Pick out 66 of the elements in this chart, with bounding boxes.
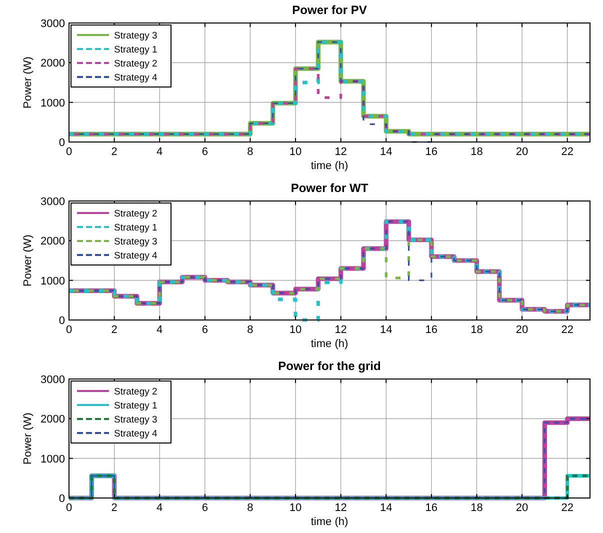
x-tick-label: 16 [425,502,438,514]
legend-label: Strategy 4 [114,428,158,440]
x-tick-label: 4 [156,502,163,514]
x-tick-label: 12 [334,324,347,336]
x-axis-title: time (h) [310,160,348,172]
x-tick-label: 20 [516,502,528,514]
y-tick-label: 1000 [40,275,65,288]
x-tick-label: 22 [561,146,574,158]
x-tick-label: 4 [156,146,163,158]
x-tick-label: 22 [561,502,574,514]
chart-title: Power for PV [292,3,367,17]
x-tick-label: 8 [247,324,254,336]
legend-label: Strategy 1 [114,44,158,56]
legend-label: Strategy 3 [114,236,158,248]
y-tick-label: 3000 [40,374,65,386]
x-tick-label: 18 [470,146,483,158]
legend-label: Strategy 1 [114,400,158,412]
y-tick-label: 2000 [40,58,65,70]
x-tick-label: 6 [202,324,208,336]
y-tick-label: 1000 [40,453,65,466]
legend-label: Strategy 4 [114,250,158,262]
y-tick-label: 0 [58,315,65,327]
x-tick-label: 18 [470,324,483,336]
y-tick-label: 3000 [40,196,65,208]
y-tick-label: 3000 [40,18,65,30]
x-tick-label: 22 [561,324,574,336]
x-tick-label: 20 [516,324,528,336]
x-tick-label: 18 [470,502,483,514]
x-tick-label: 6 [202,146,208,158]
x-tick-label: 2 [111,502,118,514]
y-tick-label: 0 [58,493,65,505]
legend-label: Strategy 1 [114,222,158,234]
x-tick-label: 20 [516,146,528,158]
x-tick-label: 16 [425,146,438,158]
x-tick-label: 14 [380,324,392,336]
chart-title: Power for the grid [278,359,381,373]
x-tick-label: 4 [156,324,163,336]
x-tick-label: 6 [202,502,208,514]
chart-title: Power for WT [290,181,369,195]
x-tick-label: 10 [289,146,302,158]
legend-label: Strategy 2 [114,386,158,398]
y-axis-title: Power (W) [22,56,34,108]
legend-label: Strategy 3 [114,30,158,42]
x-tick-label: 14 [380,146,392,158]
x-axis-title: time (h) [310,516,348,528]
legend-label: Strategy 2 [114,58,158,70]
y-tick-label: 0 [58,137,65,149]
x-tick-label: 8 [247,146,254,158]
x-tick-label: 10 [289,324,302,336]
legend-label: Strategy 4 [114,72,158,84]
x-tick-label: 12 [334,502,347,514]
y-axis-title: Power (W) [22,412,34,464]
y-axis-title: Power (W) [22,234,34,286]
x-axis-title: time (h) [310,338,348,350]
y-tick-label: 2000 [40,236,65,248]
x-tick-label: 10 [289,502,302,514]
legend-label: Strategy 3 [114,414,158,426]
x-tick-label: 2 [111,146,118,158]
x-tick-label: 14 [380,502,392,514]
x-tick-label: 16 [425,324,438,336]
legend-label: Strategy 2 [114,208,158,220]
x-tick-label: 2 [111,324,118,336]
x-tick-label: 8 [247,502,254,514]
y-tick-label: 2000 [40,414,65,426]
y-tick-label: 1000 [40,97,65,110]
x-tick-label: 12 [334,146,347,158]
